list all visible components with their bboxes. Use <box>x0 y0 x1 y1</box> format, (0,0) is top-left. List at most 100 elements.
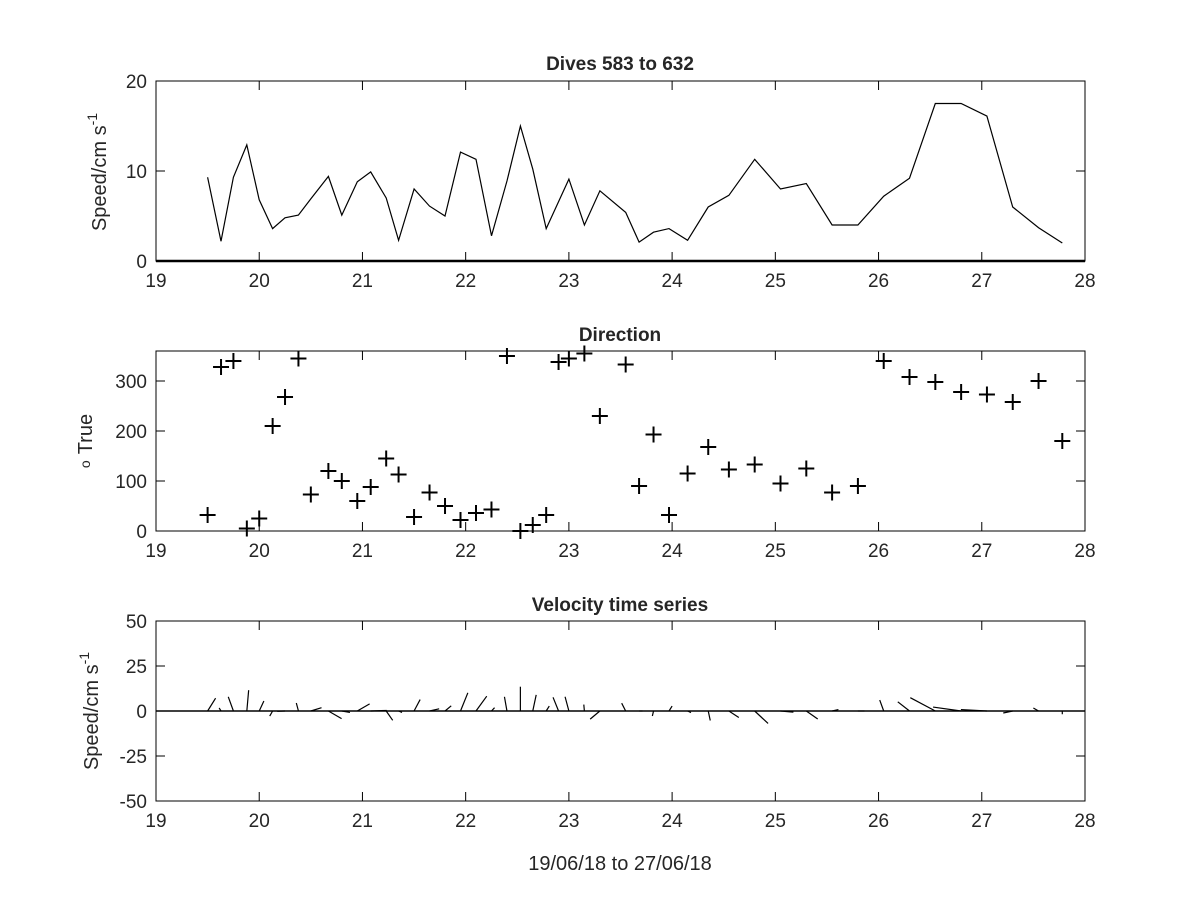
direction-point <box>452 512 469 528</box>
direction-point <box>290 350 307 367</box>
speed-series-line <box>207 102 1063 244</box>
direction-point <box>213 359 230 375</box>
velocity-stick <box>246 690 250 712</box>
x-tick-label: 28 <box>1074 271 1095 292</box>
direction-point <box>1054 433 1071 449</box>
direction-point <box>251 510 268 527</box>
velocity-stick <box>960 709 987 712</box>
x-tick-label: 20 <box>249 541 270 562</box>
direction-point <box>645 426 662 443</box>
velocity-stick <box>668 705 673 712</box>
direction-point <box>953 384 970 400</box>
velocity-ylabel-sup: -1 <box>76 652 92 665</box>
y-tick-label: 25 <box>126 657 147 678</box>
direction-point <box>333 473 350 489</box>
velocity-stick <box>728 710 740 718</box>
velocity-stick <box>503 696 508 712</box>
y-tick-label: 0 <box>136 702 147 723</box>
velocity-stick <box>295 702 300 712</box>
direction-point <box>576 345 593 362</box>
direction-point <box>560 350 577 367</box>
direction-point <box>378 450 395 467</box>
direction-point <box>772 475 789 492</box>
direction-point <box>978 386 995 403</box>
direction-point <box>277 389 294 405</box>
speed-panel-title: Dives 583 to 632 <box>546 54 694 75</box>
direction-point <box>1004 394 1021 410</box>
x-tick-label: 27 <box>971 541 992 562</box>
y-tick-label: 0 <box>136 252 147 273</box>
x-tick-label: 25 <box>765 811 786 832</box>
direction-point <box>498 348 515 364</box>
velocity-stick <box>583 704 585 712</box>
velocity-stick <box>444 705 452 712</box>
velocity-stick <box>413 699 421 712</box>
velocity-stick <box>459 692 469 712</box>
velocity-stick <box>932 706 962 712</box>
direction-point <box>798 460 815 477</box>
direction-point <box>591 408 608 424</box>
velocity-panel: Velocity time series Speed/cm s-1 19/06/… <box>76 595 1096 875</box>
x-tick-label: 24 <box>662 271 684 292</box>
velocity-stick <box>429 708 440 712</box>
velocity-stick <box>398 710 403 714</box>
velocity-panel-title: Velocity time series <box>532 595 708 616</box>
x-tick-label: 22 <box>455 271 476 292</box>
velocity-stick <box>754 710 769 724</box>
y-tick-label: 200 <box>115 422 147 443</box>
direction-point <box>617 356 634 373</box>
y-tick-label: 300 <box>115 372 147 393</box>
direction-point <box>362 479 379 495</box>
direction-point <box>406 509 423 525</box>
x-tick-label: 22 <box>455 541 476 562</box>
velocity-stick <box>385 710 394 721</box>
y-tick-label: -25 <box>120 747 147 768</box>
direction-point <box>349 493 366 509</box>
direction-point <box>720 461 737 478</box>
direction-point <box>875 353 892 369</box>
velocity-stick <box>1003 710 1013 714</box>
direction-point <box>264 418 281 434</box>
x-tick-label: 24 <box>662 811 684 832</box>
velocity-stick <box>328 710 342 720</box>
velocity-stick <box>475 695 488 712</box>
velocity-stick <box>707 710 711 721</box>
velocity-ylabel-main: Speed/cm s <box>81 664 103 770</box>
y-tick-label: 10 <box>126 162 147 183</box>
direction-point <box>1030 373 1047 389</box>
direction-panel-ylabel: o True <box>75 414 97 468</box>
x-tick-label: 28 <box>1074 541 1095 562</box>
x-tick-label: 23 <box>558 271 579 292</box>
x-tick-label: 24 <box>662 541 684 562</box>
direction-point <box>238 520 255 537</box>
direction-point <box>927 374 944 390</box>
x-tick-label: 20 <box>249 811 270 832</box>
velocity-stick <box>831 708 839 712</box>
y-tick-label: -50 <box>120 792 147 813</box>
velocity-stick <box>687 710 692 714</box>
velocity-stick <box>805 710 819 720</box>
x-tick-label: 25 <box>765 271 786 292</box>
velocity-stick <box>269 710 274 717</box>
direction-point <box>679 465 696 482</box>
velocity-stick <box>564 696 570 712</box>
x-tick-label: 27 <box>971 811 992 832</box>
x-tick-label: 19 <box>145 541 166 562</box>
x-tick-label: 22 <box>455 811 476 832</box>
velocity-stick <box>780 710 794 713</box>
velocity-stick <box>258 700 265 712</box>
velocity-stick <box>552 697 560 712</box>
direction-point <box>320 463 337 479</box>
x-tick-label: 27 <box>971 271 992 292</box>
velocity-stick <box>310 707 322 712</box>
direction-ylabel-sup: o <box>77 460 93 468</box>
speed-ylabel-main: Speed/cm s <box>89 125 111 231</box>
direction-panel: Direction o True 19 20 21 22 23 24 25 26 27 28 0 100… <box>75 325 1096 562</box>
direction-point <box>631 478 648 494</box>
y-tick-label: 0 <box>136 522 147 543</box>
velocity-stick <box>341 710 351 714</box>
direction-point <box>700 439 717 455</box>
direction-point <box>550 354 567 370</box>
x-tick-label: 21 <box>352 541 373 562</box>
